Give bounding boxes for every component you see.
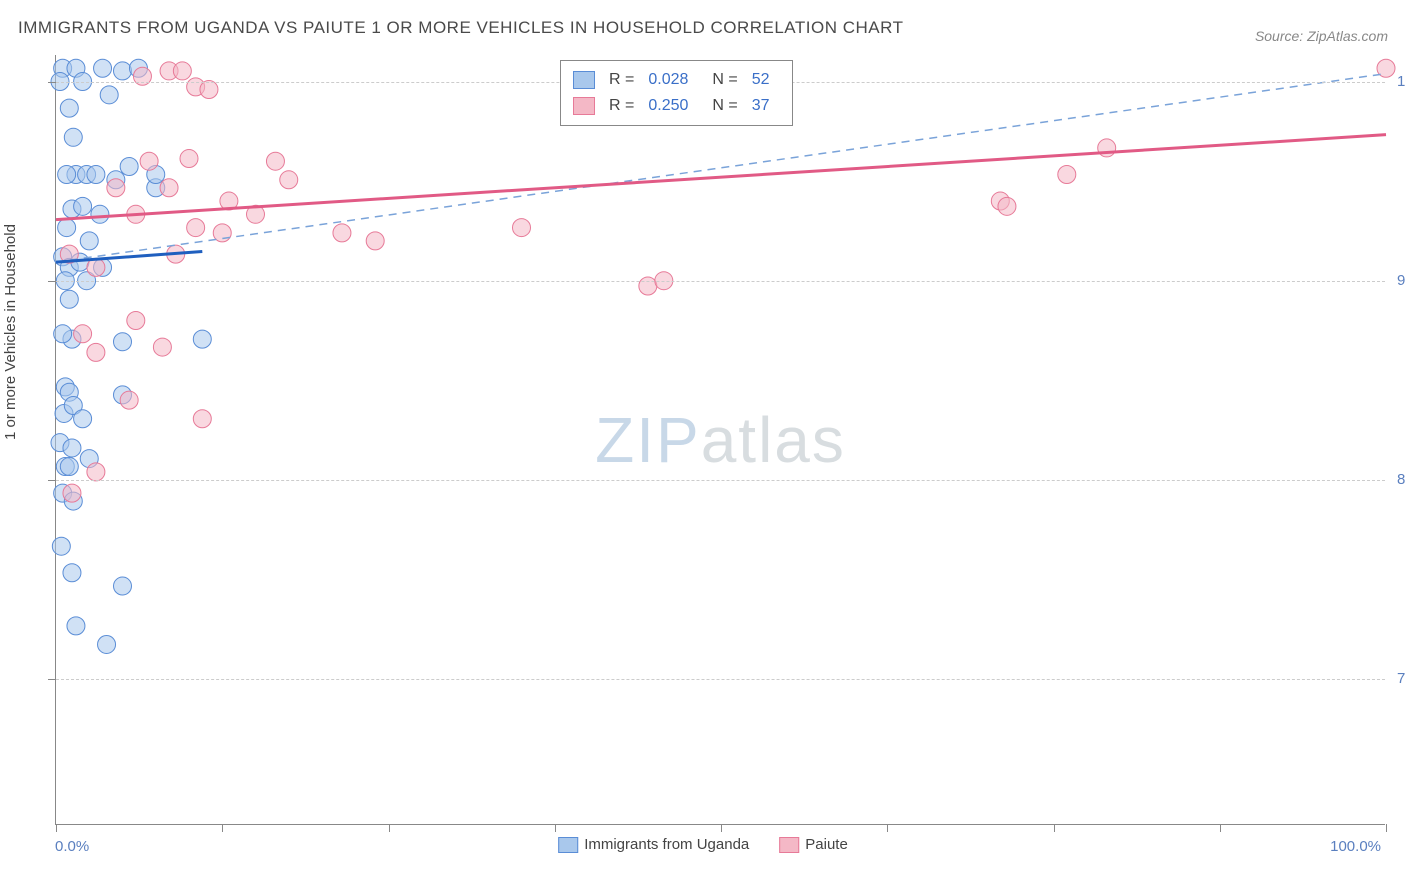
scatter-point xyxy=(60,458,78,476)
y-tick xyxy=(48,679,56,680)
scatter-point xyxy=(54,325,72,343)
legend-n-label: N = xyxy=(712,93,737,119)
trend-line xyxy=(56,135,1386,220)
y-tick-label: 100.0% xyxy=(1397,73,1406,90)
scatter-point xyxy=(87,463,105,481)
scatter-point xyxy=(200,81,218,99)
scatter-point xyxy=(64,128,82,146)
scatter-point xyxy=(639,277,657,295)
y-tick xyxy=(48,82,56,83)
scatter-point xyxy=(513,219,531,237)
gridline xyxy=(56,281,1385,282)
scatter-svg xyxy=(56,55,1385,824)
scatter-point xyxy=(140,152,158,170)
x-axis-min-label: 0.0% xyxy=(55,838,89,855)
scatter-point xyxy=(1058,165,1076,183)
source-attribution: Source: ZipAtlas.com xyxy=(1255,28,1388,44)
scatter-point xyxy=(74,197,92,215)
scatter-point xyxy=(87,165,105,183)
legend-swatch xyxy=(573,71,595,89)
y-tick-label: 92.5% xyxy=(1397,272,1406,289)
scatter-point xyxy=(120,391,138,409)
scatter-point xyxy=(58,219,76,237)
scatter-point xyxy=(120,158,138,176)
scatter-point xyxy=(63,439,81,457)
scatter-point xyxy=(173,62,191,80)
scatter-point xyxy=(74,325,92,343)
series-legend: Immigrants from Uganda Paiute xyxy=(558,836,848,853)
scatter-point xyxy=(127,312,145,330)
scatter-point xyxy=(52,537,70,555)
scatter-point xyxy=(94,59,112,77)
legend-n-value: 52 xyxy=(752,67,770,93)
scatter-point xyxy=(100,86,118,104)
x-tick xyxy=(721,824,722,832)
legend-label: Immigrants from Uganda xyxy=(584,836,749,853)
x-tick xyxy=(887,824,888,832)
legend-n-label: N = xyxy=(712,67,737,93)
legend-r-label: R = xyxy=(609,67,634,93)
legend-n-value: 37 xyxy=(752,93,770,119)
x-axis-max-label: 100.0% xyxy=(1330,838,1381,855)
chart-plot-area: ZIPatlas 77.5%85.0%92.5%100.0% xyxy=(55,55,1385,825)
scatter-point xyxy=(63,484,81,502)
scatter-point xyxy=(74,410,92,428)
y-tick xyxy=(48,281,56,282)
legend-r-value: 0.028 xyxy=(648,67,688,93)
y-axis-title: 1 or more Vehicles in Household xyxy=(2,224,19,440)
legend-swatch xyxy=(558,837,578,853)
scatter-point xyxy=(114,333,132,351)
legend-swatch xyxy=(779,837,799,853)
scatter-point xyxy=(114,62,132,80)
scatter-point xyxy=(58,165,76,183)
legend-r-value: 0.250 xyxy=(648,93,688,119)
chart-title: IMMIGRANTS FROM UGANDA VS PAIUTE 1 OR MO… xyxy=(18,18,903,38)
scatter-point xyxy=(998,197,1016,215)
gridline xyxy=(56,679,1385,680)
scatter-point xyxy=(366,232,384,250)
x-tick xyxy=(222,824,223,832)
gridline xyxy=(56,480,1385,481)
scatter-point xyxy=(98,635,116,653)
scatter-point xyxy=(91,205,109,223)
x-tick xyxy=(1386,824,1387,832)
y-tick-label: 85.0% xyxy=(1397,471,1406,488)
legend-item: Immigrants from Uganda xyxy=(558,836,749,853)
scatter-point xyxy=(67,617,85,635)
y-tick xyxy=(48,480,56,481)
scatter-point xyxy=(193,410,211,428)
scatter-point xyxy=(114,577,132,595)
scatter-point xyxy=(193,330,211,348)
scatter-point xyxy=(153,338,171,356)
scatter-point xyxy=(333,224,351,242)
x-tick xyxy=(555,824,556,832)
legend-item: Paiute xyxy=(779,836,848,853)
scatter-point xyxy=(280,171,298,189)
scatter-point xyxy=(187,219,205,237)
scatter-point xyxy=(63,564,81,582)
scatter-point xyxy=(80,232,98,250)
x-tick xyxy=(1220,824,1221,832)
x-tick xyxy=(1054,824,1055,832)
legend-row: R = 0.250 N = 37 xyxy=(573,93,780,119)
scatter-point xyxy=(60,290,78,308)
scatter-point xyxy=(87,343,105,361)
scatter-point xyxy=(160,179,178,197)
scatter-point xyxy=(107,179,125,197)
legend-swatch xyxy=(573,97,595,115)
scatter-point xyxy=(180,150,198,168)
legend-r-label: R = xyxy=(609,93,634,119)
x-tick xyxy=(389,824,390,832)
legend-row: R = 0.028 N = 52 xyxy=(573,67,780,93)
x-tick xyxy=(56,824,57,832)
scatter-point xyxy=(266,152,284,170)
y-tick-label: 77.5% xyxy=(1397,670,1406,687)
legend-label: Paiute xyxy=(805,836,848,853)
scatter-point xyxy=(60,99,78,117)
correlation-legend: R = 0.028 N = 52 R = 0.250 N = 37 xyxy=(560,60,793,126)
